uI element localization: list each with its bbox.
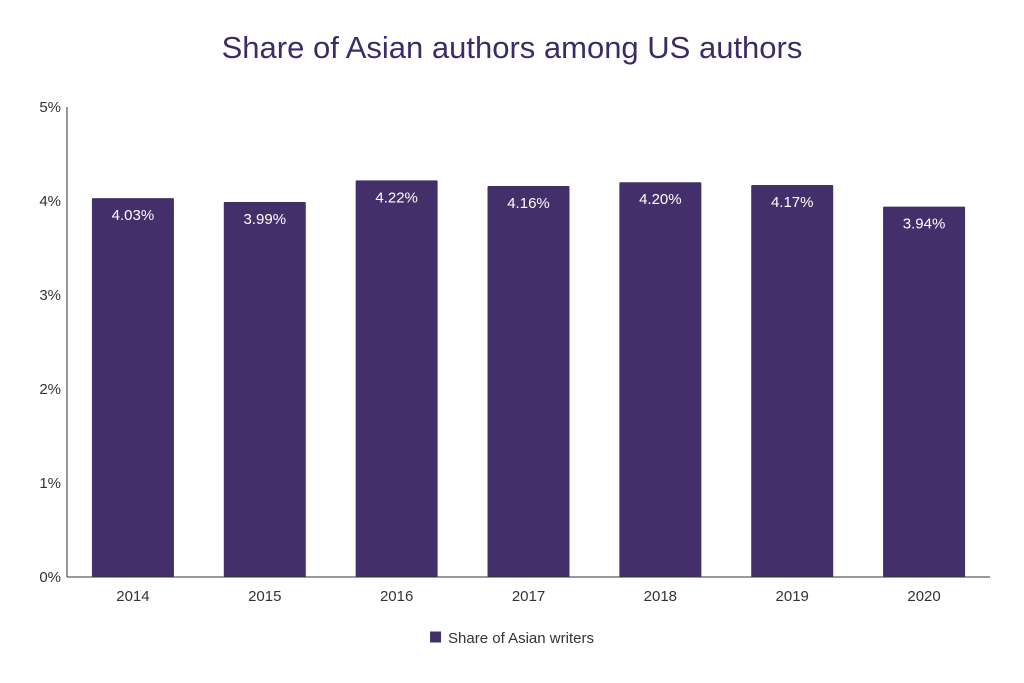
- bar-2020: [883, 206, 966, 577]
- legend-swatch: [430, 631, 442, 643]
- bar-2014: [91, 198, 174, 577]
- data-label-2020: 3.94%: [903, 216, 946, 233]
- x-tick-label: 2017: [512, 588, 545, 605]
- data-label-2014: 4.03%: [112, 207, 155, 224]
- data-label-2017: 4.16%: [507, 195, 550, 212]
- data-label-2016: 4.22%: [375, 189, 418, 206]
- bar-2016: [355, 180, 438, 577]
- y-tick-label: 1%: [39, 475, 61, 492]
- y-tick-label: 3%: [39, 287, 61, 304]
- y-tick-label: 0%: [39, 569, 61, 586]
- bar-2017: [487, 185, 570, 577]
- bar-2015: [223, 201, 306, 577]
- x-tick-label: 2019: [776, 588, 809, 605]
- chart-title: Share of Asian authors among US authors: [221, 30, 803, 65]
- bars: 4.03% 3.99% 4.22% 4.16% 4.20% 4.17% 3.94%: [91, 180, 966, 577]
- legend-label: Share of Asian writers: [448, 630, 594, 647]
- x-axis: 2014 2015 2016 2017 2018 2019 2020: [67, 576, 990, 605]
- x-tick-label: 2020: [907, 588, 940, 605]
- data-label-2018: 4.20%: [639, 191, 682, 208]
- y-axis: 0% 1% 2% 3% 4% 5%: [39, 99, 68, 586]
- x-tick-label: 2016: [380, 588, 413, 605]
- data-label-2015: 3.99%: [244, 211, 287, 228]
- data-label-2019: 4.17%: [771, 194, 814, 211]
- x-tick-label: 2014: [116, 588, 149, 605]
- bar-2019: [751, 185, 834, 577]
- y-tick-label: 5%: [39, 99, 61, 116]
- x-tick-label: 2015: [248, 588, 281, 605]
- x-tick-label: 2018: [644, 588, 677, 605]
- y-tick-label: 2%: [39, 381, 61, 398]
- bar-2018: [619, 182, 702, 577]
- y-tick-label: 4%: [39, 193, 61, 210]
- legend: Share of Asian writers: [430, 630, 594, 647]
